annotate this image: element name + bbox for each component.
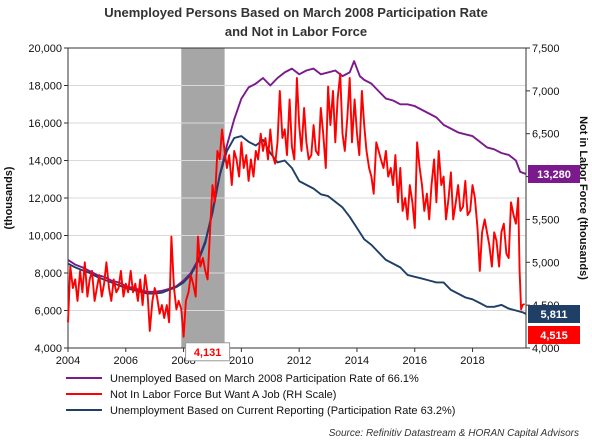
series-line-0 xyxy=(67,60,527,293)
series-line-1 xyxy=(67,72,526,338)
y-left-tick-label: 8,000 xyxy=(34,268,62,280)
y-left-tick-label: 6,000 xyxy=(34,306,62,318)
y-left-tick-label: 20,000 xyxy=(28,43,62,55)
end-value-label: 13,280 xyxy=(537,169,571,181)
x-tick-label: 2016 xyxy=(403,355,427,367)
series-layer xyxy=(67,60,527,338)
y-left-tick-label: 16,000 xyxy=(28,118,62,130)
y-left-tick-label: 4,000 xyxy=(34,343,62,355)
y-right-tick-label: 6,500 xyxy=(532,129,560,141)
y-right-tick-label: 5,000 xyxy=(532,257,560,269)
y-left-tick-label: 10,000 xyxy=(28,231,62,243)
y-right-tick-label: 7,000 xyxy=(532,86,560,98)
legend-label: Unemployment Based on Current Reporting … xyxy=(110,405,455,417)
y-left-tick-label: 18,000 xyxy=(28,81,62,93)
x-tick-label: 2018 xyxy=(460,355,484,367)
source-note: Source: Refinitiv Datastream & HORAN Cap… xyxy=(329,428,579,439)
end-value-badge xyxy=(528,305,580,323)
end-labels: 13,280 5,811 4,515 xyxy=(528,165,580,344)
y-right-tick-label: 5,500 xyxy=(532,214,560,226)
y-right-tick-label: 7,500 xyxy=(532,43,560,55)
end-value-label: 5,811 xyxy=(541,309,568,321)
x-tick-label: 2006 xyxy=(114,355,138,367)
end-value-badge xyxy=(528,326,580,344)
y-axis-right-title: Not in Labor Force (thousands) xyxy=(577,116,589,280)
annotation-box xyxy=(185,342,231,362)
end-value-label: 4,515 xyxy=(540,330,568,342)
y-axis-left: 4,000 6,000 8,000 10,000 12,000 14,000 16,000 1… xyxy=(28,43,68,355)
annotation-label: 4,131 xyxy=(194,347,222,359)
x-tick-label: 2014 xyxy=(345,355,369,367)
chart-title: Unemployed Persons Based on March 2008 P… xyxy=(104,5,488,20)
y-left-tick-label: 14,000 xyxy=(28,156,62,168)
series-line-2 xyxy=(67,135,527,315)
legend-label: Not In Labor Force But Want A Job (RH Sc… xyxy=(110,389,336,401)
chart-subtitle: and Not in Labor Force xyxy=(225,24,367,39)
y-right-tick-label: 4,000 xyxy=(532,343,560,355)
y-left-tick-label: 12,000 xyxy=(28,193,62,205)
x-tick-label: 2010 xyxy=(229,355,253,367)
legend: Unemployed Based on March 2008 Participa… xyxy=(66,373,455,417)
y-axis-left-title: (thousands) xyxy=(3,166,15,229)
x-tick-label: 2012 xyxy=(287,355,311,367)
legend-label: Unemployed Based on March 2008 Participa… xyxy=(110,373,419,385)
annotation-layer: 4,131 xyxy=(185,342,231,362)
end-value-badge xyxy=(528,165,580,183)
x-axis: 2004 2006 2008 2010 2012 2014 2016 2018 xyxy=(56,348,485,367)
x-tick-label: 2004 xyxy=(56,355,80,367)
